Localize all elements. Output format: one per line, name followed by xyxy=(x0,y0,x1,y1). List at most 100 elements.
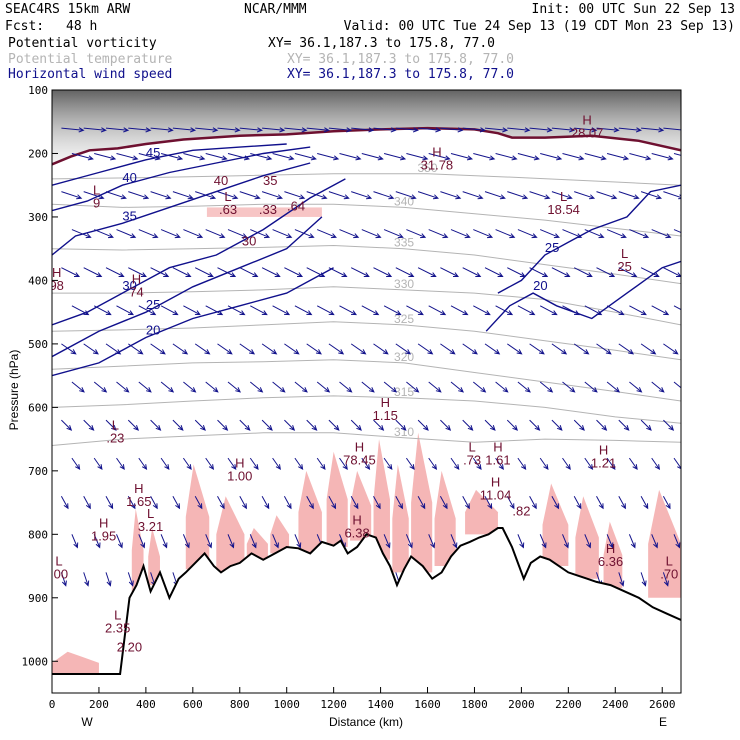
pv-anomaly-fill xyxy=(148,527,160,586)
wind-vector xyxy=(116,534,123,549)
wind-vector xyxy=(517,457,527,471)
wind-vector xyxy=(83,127,107,133)
pv-anomaly-fill xyxy=(373,439,390,560)
wind-vector xyxy=(640,343,657,355)
wind-vector xyxy=(261,495,270,510)
extremum-letter: L xyxy=(224,189,231,204)
extremum-letter: L xyxy=(147,506,154,521)
wind-vector xyxy=(294,534,302,549)
wind-vector xyxy=(294,229,315,239)
wind-vector xyxy=(261,267,281,277)
wind-vector xyxy=(584,305,603,316)
wind-vector xyxy=(551,191,573,200)
wind-vector xyxy=(227,229,248,239)
wind-vector xyxy=(105,127,130,133)
wind-vector xyxy=(272,381,286,393)
wind-vector xyxy=(383,534,391,549)
wind-vector xyxy=(584,457,594,471)
wind-vector xyxy=(395,343,412,355)
wind-vector xyxy=(507,267,526,277)
extremum-letter: L xyxy=(112,417,119,432)
wind-vector xyxy=(405,457,415,471)
wind-vector xyxy=(138,153,161,161)
wind-vector xyxy=(239,495,247,510)
wind-vector xyxy=(417,191,439,200)
wind-vector xyxy=(105,419,117,431)
pv-anomaly-fill xyxy=(326,451,348,548)
extremum-value: 98 xyxy=(49,278,63,293)
extremum-letter: H xyxy=(491,474,500,489)
wind-vector xyxy=(227,305,246,316)
wind-vector xyxy=(551,343,568,355)
wind-contour-35 xyxy=(52,162,311,256)
wind-vector xyxy=(606,457,616,471)
wind-vector xyxy=(361,305,380,316)
isentrope-label: 335 xyxy=(394,236,414,250)
wind-vector xyxy=(484,495,493,510)
wind-vector xyxy=(284,419,296,431)
extremum-letter: H xyxy=(355,439,364,454)
wind-vector xyxy=(473,305,491,316)
extremum-value: 1.15 xyxy=(373,408,398,423)
wind-vector xyxy=(105,495,114,510)
wind-vector xyxy=(127,572,134,587)
wind-vector xyxy=(306,495,314,510)
wind-vector xyxy=(373,419,385,431)
wind-vector xyxy=(373,127,397,133)
wind-vector xyxy=(194,495,203,510)
wind-vector xyxy=(562,381,576,393)
wind-vector xyxy=(673,305,681,311)
wind-vector xyxy=(573,343,590,355)
wind-vector xyxy=(249,534,257,549)
extremum-letter: H xyxy=(134,481,143,496)
wind-vector xyxy=(227,534,235,549)
wind-vector xyxy=(618,419,630,431)
x-tick-label: 200 xyxy=(89,698,109,711)
wind-vector xyxy=(484,343,501,355)
pv-anomaly-fill xyxy=(648,489,681,598)
wind-vector xyxy=(551,419,563,431)
wind-vector xyxy=(172,191,194,200)
wind-vector xyxy=(640,419,652,431)
wind-vector xyxy=(551,267,571,277)
wind-vector xyxy=(395,267,415,277)
wind-vector xyxy=(551,495,560,510)
wind-vector xyxy=(93,457,103,471)
wind-vector xyxy=(573,419,585,431)
wind-vector xyxy=(205,153,228,161)
wind-vector xyxy=(428,229,449,239)
wind-vector xyxy=(473,153,496,161)
wind-vector xyxy=(673,229,681,234)
wind-vector xyxy=(339,305,358,316)
wind-vector xyxy=(629,229,650,239)
init-time: Init: 00 UTC Sun 22 Sep 13 xyxy=(532,2,736,17)
isentrope-330 xyxy=(52,286,681,326)
wind-vector xyxy=(361,457,371,471)
isentrope-label: 330 xyxy=(394,277,414,291)
pv-anomaly-fill xyxy=(131,508,144,592)
wind-vector xyxy=(217,343,233,355)
extremum-letter: H xyxy=(599,443,608,458)
wind-vector xyxy=(116,457,125,471)
y-tick-label: 600 xyxy=(28,401,48,414)
wind-vector xyxy=(339,153,362,161)
wind-vector xyxy=(350,267,370,277)
wind-vector xyxy=(395,419,407,431)
wind-vector xyxy=(529,419,541,431)
wind-vector xyxy=(472,457,482,471)
wind-vector xyxy=(417,343,434,355)
wind-vector xyxy=(573,495,582,510)
wind-vector xyxy=(239,191,261,200)
plot-frame xyxy=(51,89,682,694)
wind-vector xyxy=(673,457,681,470)
wind-vector xyxy=(83,495,91,510)
extremum-value: .73 xyxy=(463,452,481,467)
wind-vector xyxy=(71,305,90,316)
wind-vector xyxy=(71,457,81,471)
theta-contours: 310 315 320 325 330 335 340 350 xyxy=(52,161,681,446)
wind-vector xyxy=(584,534,591,549)
pv-anomaly-fill xyxy=(246,527,268,560)
isentrope-310 xyxy=(52,432,681,446)
extremum-value: .63 xyxy=(219,202,237,217)
